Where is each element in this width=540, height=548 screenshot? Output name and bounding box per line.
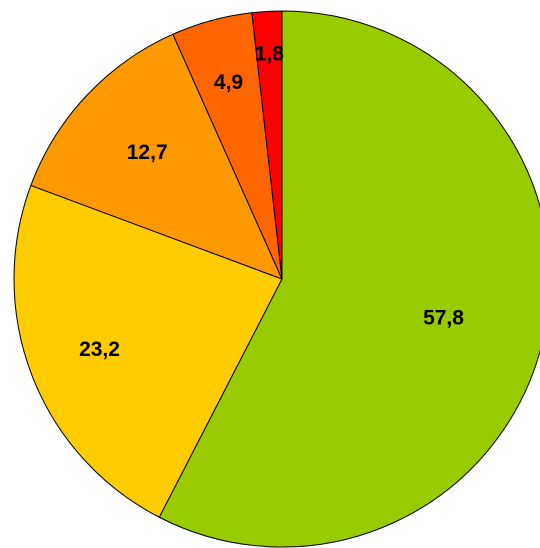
pie-slice-label-4: 4,9 [214, 71, 243, 94]
pie-slices [13, 10, 540, 548]
pie-slice-5 [251, 10, 283, 280]
pie-slice-label-1: 57,8 [423, 307, 464, 330]
pie-slice-label-2: 23,2 [79, 338, 120, 361]
pie-slice-1 [158, 10, 540, 548]
pie-slice-label-5: 1,8 [255, 43, 285, 66]
pie-labels: 57,8 23,2 12,7 4,9 1,8 [79, 43, 464, 361]
pie-slice-3 [30, 33, 283, 280]
pie-slice-2 [13, 184, 283, 518]
pie-slice-label-3: 12,7 [127, 141, 168, 164]
